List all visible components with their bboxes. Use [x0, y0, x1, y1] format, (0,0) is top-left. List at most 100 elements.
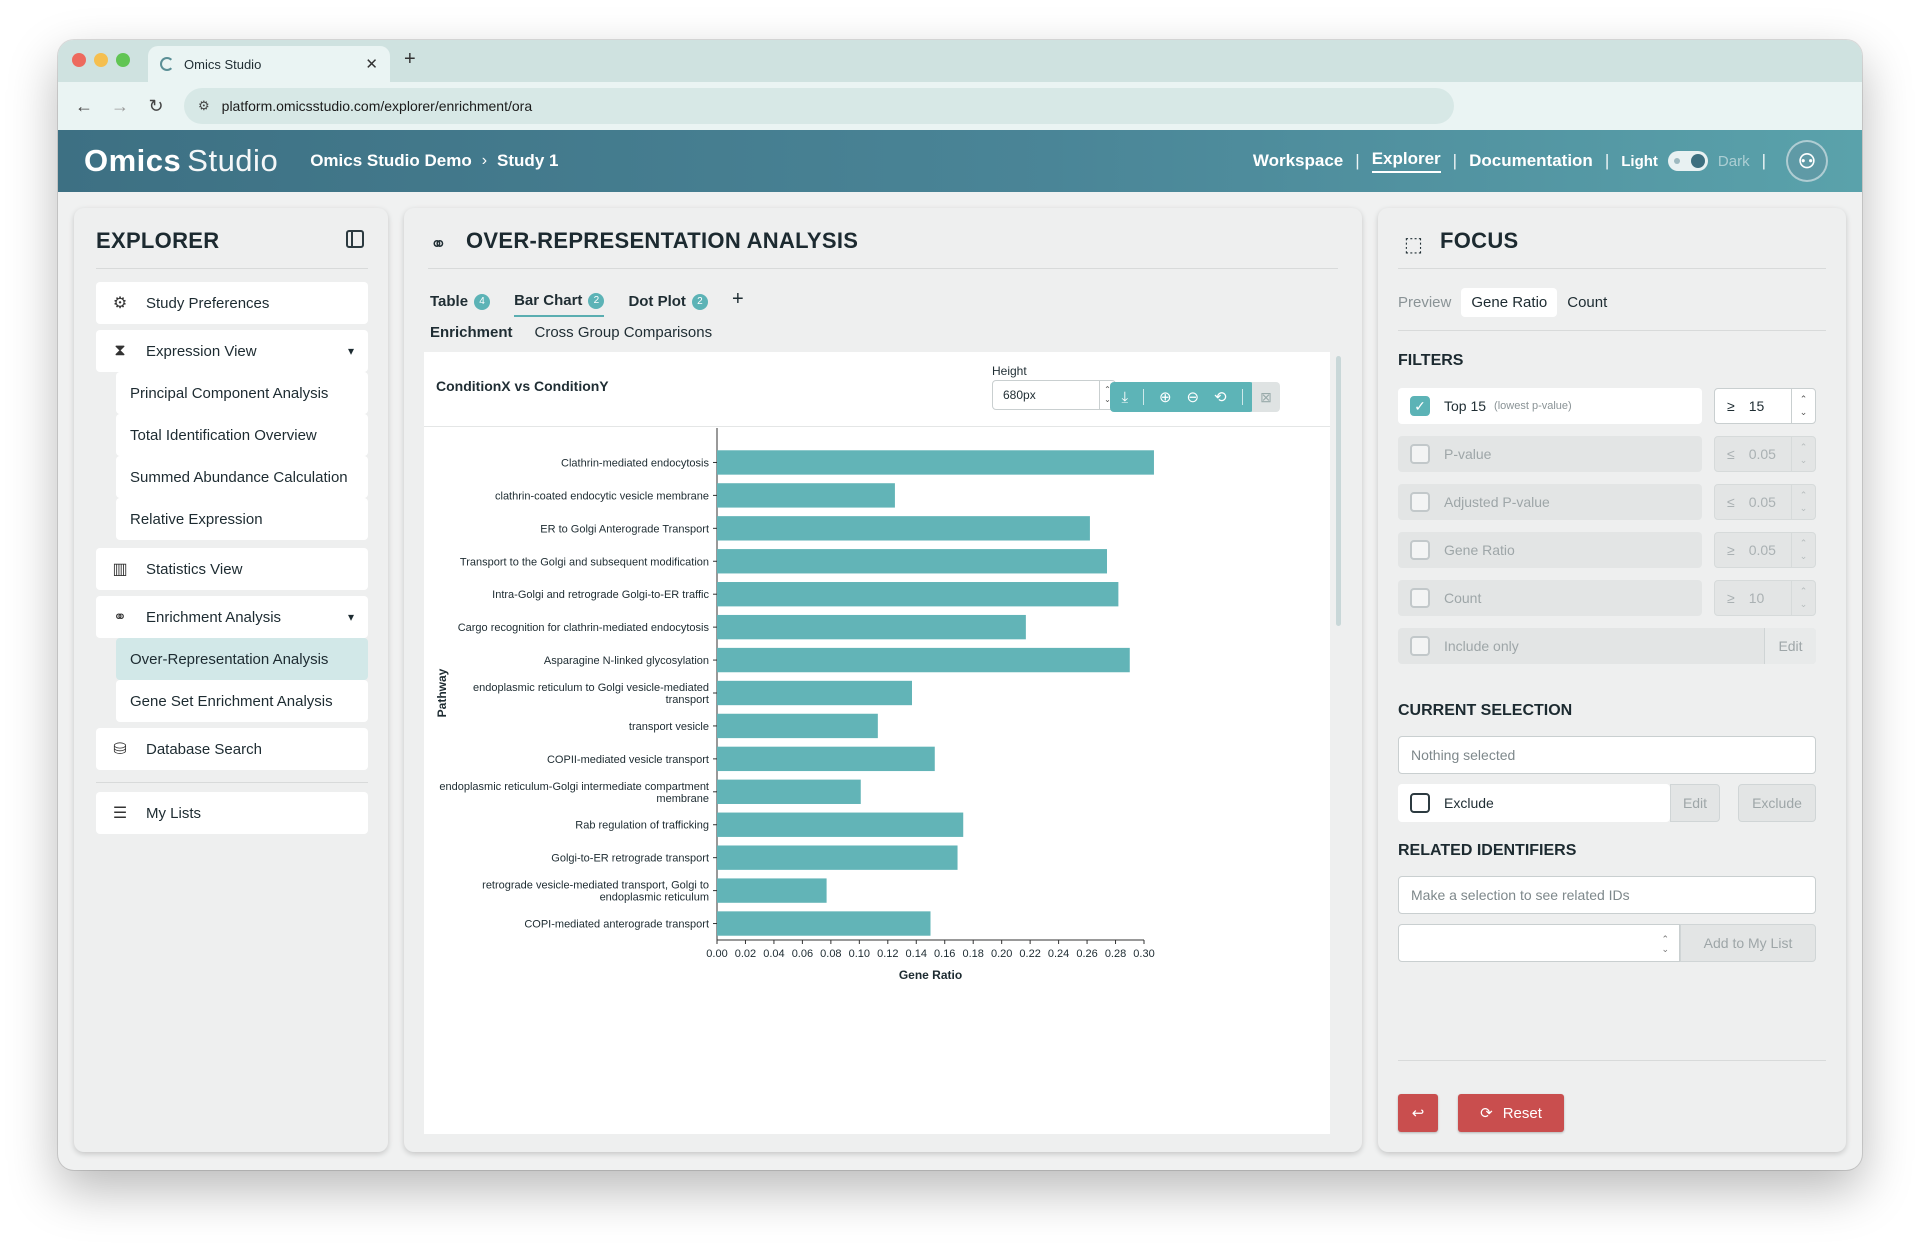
nav-documentation[interactable]: Documentation	[1469, 151, 1593, 170]
enrichment-analysis-item[interactable]: ⚭ Enrichment Analysis ▾	[96, 596, 368, 638]
exclude-checkbox[interactable]	[1410, 793, 1430, 813]
app-logo[interactable]: Omics Studio	[84, 143, 278, 179]
reset-zoom-icon[interactable]: ⟲	[1214, 389, 1227, 406]
minimize-window-button[interactable]	[94, 53, 108, 67]
zoom-in-icon[interactable]: ⊕	[1158, 389, 1172, 406]
count-badge: 2	[691, 293, 708, 310]
back-icon[interactable]: ←	[75, 95, 93, 116]
browser-tab-title: Omics Studio	[184, 56, 262, 72]
sidebar-item-ora[interactable]: Over-Representation Analysis	[116, 638, 368, 680]
y-tick-label-line: Intra-Golgi and retrograde Golgi-to-ER t…	[492, 589, 709, 601]
y-tick-label-line: Rab regulation of trafficking	[575, 820, 709, 832]
theme-toggle[interactable]	[1667, 151, 1708, 171]
zoom-out-icon[interactable]: ⊖	[1186, 389, 1200, 406]
current-selection-field[interactable]: Nothing selected	[1398, 736, 1816, 774]
bar	[717, 680, 912, 706]
tab-preview[interactable]: Preview	[1398, 294, 1452, 311]
filter-gene-ratio-value: ≥ 0.05 ⌃ ⌄	[1714, 532, 1816, 568]
sidebar-item-total-identification[interactable]: Total Identification Overview	[116, 414, 368, 456]
value-stepper[interactable]: ⌃ ⌄	[1791, 389, 1815, 423]
download-icon[interactable]: ⤓	[1121, 388, 1129, 406]
bar	[717, 450, 1154, 475]
exclude-toggle[interactable]: Exclude	[1398, 784, 1670, 822]
related-ids-field[interactable]: Make a selection to see related IDs	[1398, 876, 1816, 914]
nav-divider: |	[1355, 151, 1360, 170]
expression-view-item[interactable]: ⧗ Expression View ▾	[96, 330, 368, 372]
sidebar-item-gsea[interactable]: Gene Set Enrichment Analysis	[116, 680, 368, 722]
tab-count[interactable]: Count	[1567, 294, 1608, 311]
chart-title: ConditionX vs ConditionY	[436, 378, 609, 394]
browser-tab[interactable]: Omics Studio ✕	[148, 46, 390, 82]
include-only-label: Include only	[1444, 638, 1519, 654]
filter-top15-value[interactable]: ≥ 15 ⌃ ⌄	[1714, 388, 1816, 424]
add-tab-icon[interactable]: +	[731, 288, 744, 310]
nav-workspace[interactable]: Workspace	[1252, 151, 1344, 170]
sidebar-item-pca[interactable]: Principal Component Analysis	[116, 372, 368, 414]
subtab-cross-group[interactable]: Cross Group Comparisons	[534, 324, 713, 341]
chevron-down-icon: ▾	[347, 344, 354, 358]
tab-bar-chart[interactable]: Bar Chart 2	[514, 292, 605, 317]
tab-gene-ratio[interactable]: Gene Ratio	[1461, 288, 1558, 317]
study-preferences-item[interactable]: ⚙ Study Preferences	[96, 282, 368, 324]
filter-label: Adjusted P-value	[1444, 494, 1550, 510]
database-search-item[interactable]: ⛁ Database Search	[96, 728, 368, 770]
top-nav: Workspace | Explorer | Documentation | L…	[1253, 140, 1862, 182]
list-icon: ☰	[112, 805, 128, 822]
checkbox-checked[interactable]: ✓	[1410, 396, 1430, 416]
bar	[717, 614, 1026, 640]
list-select[interactable]: ⌃ ⌄	[1398, 924, 1680, 962]
filter-top15-toggle[interactable]: ✓ Top 15 (lowest p-value)	[1398, 388, 1702, 424]
y-tick-label-line: retrograde vesicle-mediated transport, G…	[482, 880, 709, 892]
bar	[717, 779, 861, 804]
subtab-enrichment[interactable]: Enrichment	[430, 324, 513, 341]
divider	[424, 426, 1330, 427]
select-caret-icon: ⌃ ⌄	[1661, 934, 1669, 954]
breadcrumb-project[interactable]: Omics Studio Demo	[310, 151, 472, 170]
y-tick-label: COPI-mediated anterograde transport	[524, 919, 709, 931]
focus-panel: ⬚ FOCUS Preview Gene Ratio Count FILTERS…	[1378, 208, 1846, 1152]
new-tab-icon[interactable]: +	[404, 48, 416, 70]
bar	[717, 911, 931, 936]
site-settings-icon[interactable]: ⚙	[198, 98, 210, 113]
bar-chart: Clathrin-mediated endocytosis clathrin-co…	[435, 428, 1155, 982]
y-tick-label: Rab regulation of trafficking	[575, 820, 709, 832]
x-tick-label: 0.24	[1048, 948, 1069, 960]
close-tab-icon[interactable]: ✕	[365, 56, 378, 73]
y-tick-label: ER to Golgi Anterograde Transport	[540, 523, 709, 535]
y-tick-label: Transport to the Golgi and subsequent mo…	[460, 556, 709, 568]
divider	[1398, 1060, 1826, 1061]
bar	[717, 713, 878, 739]
y-tick-label-line: membrane	[656, 793, 709, 805]
reload-icon[interactable]: ↻	[148, 95, 164, 116]
nav-explorer[interactable]: Explorer	[1371, 149, 1441, 173]
nav-divider: |	[1452, 151, 1458, 170]
scrollbar[interactable]	[1336, 356, 1341, 626]
tab-dot-plot[interactable]: Dot Plot 2	[628, 292, 708, 317]
filter-hint: (lowest p-value)	[1494, 400, 1572, 412]
user-avatar[interactable]: ⚇	[1786, 140, 1828, 182]
address-bar[interactable]: ⚙ platform.omicsstudio.com/explorer/enri…	[184, 88, 1454, 124]
breadcrumb: Omics Studio Demo › Study 1	[310, 151, 558, 171]
checkbox	[1410, 636, 1430, 656]
forward-icon[interactable]: →	[111, 95, 129, 116]
y-tick-label-line: clathrin-coated endocytic vesicle membra…	[495, 490, 709, 502]
moon-icon	[1690, 154, 1705, 168]
zoom-window-button[interactable]	[116, 53, 130, 67]
height-stepper[interactable]: ⌃ ⌄	[1099, 381, 1115, 409]
height-input[interactable]: 680px ⌃ ⌄	[992, 380, 1116, 410]
filter-value: 0.05	[1748, 494, 1776, 510]
y-tick-label-line: Cargo recognition for clathrin-mediated …	[458, 622, 710, 634]
my-lists-item[interactable]: ☰ My Lists	[96, 792, 368, 834]
sidebar-item-summed-abundance[interactable]: Summed Abundance Calculation	[116, 456, 368, 498]
close-window-button[interactable]	[72, 53, 86, 67]
reset-button[interactable]: ⟳ Reset	[1458, 1094, 1564, 1132]
undo-button[interactable]: ↩	[1398, 1094, 1438, 1132]
tab-table[interactable]: Table 4	[430, 292, 491, 317]
statistics-view-item[interactable]: ▥ Statistics View	[96, 548, 368, 590]
y-tick-label: Intra-Golgi and retrograde Golgi-to-ER t…	[492, 589, 709, 601]
chart-card: ConditionX vs ConditionY Height 680px ⌃ ⌄…	[424, 352, 1330, 1134]
collapse-sidebar-icon[interactable]	[346, 230, 364, 248]
x-tick-label: 0.22	[1019, 948, 1040, 960]
breadcrumb-study[interactable]: Study 1	[497, 151, 559, 170]
sidebar-item-relative-expression[interactable]: Relative Expression	[116, 498, 368, 540]
